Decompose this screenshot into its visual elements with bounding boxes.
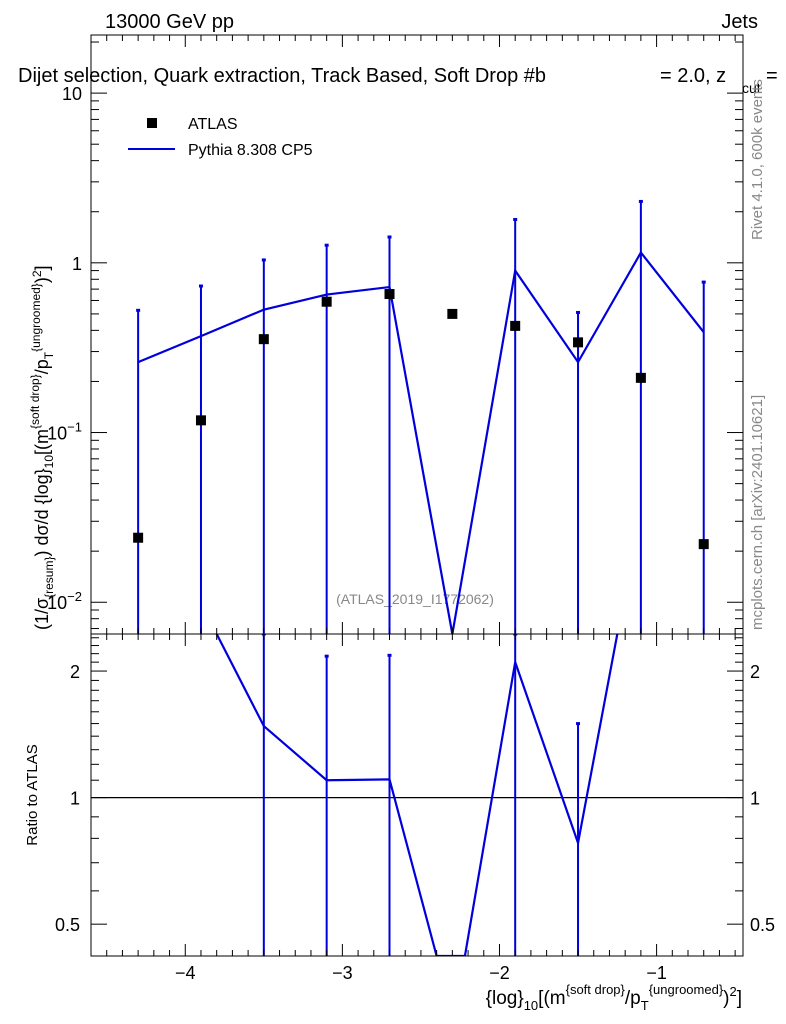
legend: ATLAS Pythia 8.308 CP5 xyxy=(128,116,313,159)
plot-title-end: = xyxy=(766,65,778,87)
atlas-point xyxy=(447,308,458,319)
main-y-label: (1/σ{resum}) dσ/d {log}10[(m{soft drop}/… xyxy=(28,265,56,630)
main-y-tick-label: 10−1 xyxy=(47,420,82,444)
energy-label: 13000 GeV pp xyxy=(105,11,234,33)
axes: −4 −3 −2 −1 10−2 10−1 1 10 0.5 0.5 1 1 2 2 xyxy=(47,34,775,983)
atlas-point xyxy=(384,289,395,300)
svg-text:(1/σ{resum}) dσ/d {log}10[(m{s: (1/σ{resum}) dσ/d {log}10[(m{soft drop}/… xyxy=(28,265,56,630)
process-label: Jets xyxy=(721,11,758,33)
ratio-y-tick-label-right: 0.5 xyxy=(750,915,775,935)
main-y-tick-label: 10 xyxy=(62,84,82,104)
x-tick-label: −3 xyxy=(332,963,353,983)
ratio-y-tick-label-right: 1 xyxy=(750,789,760,809)
legend-label-pythia: Pythia 8.308 CP5 xyxy=(188,142,313,159)
analysis-watermark: (ATLAS_2019_I1772062) xyxy=(336,591,494,607)
atlas-point xyxy=(258,334,269,345)
plot-title: Dijet selection, Quark extraction, Track… xyxy=(18,65,546,87)
x-tick-label: −1 xyxy=(646,963,667,983)
atlas-point xyxy=(133,532,144,543)
rivet-label: Rivet 4.1.0, 600k events xyxy=(749,79,766,240)
atlas-point xyxy=(573,337,584,348)
ratio-y-tick-label: 2 xyxy=(70,662,80,682)
pythia-line xyxy=(137,250,705,634)
atlas-point xyxy=(698,539,709,550)
atlas-point xyxy=(510,320,521,331)
x-tick-label: −4 xyxy=(175,963,196,983)
ratio-line xyxy=(215,634,619,956)
main-panel-marks xyxy=(133,199,709,634)
atlas-point xyxy=(321,296,332,307)
x-tick-label: −2 xyxy=(489,963,510,983)
main-y-tick-label: 10−2 xyxy=(47,589,82,613)
svg-text:{log}10[(m{soft drop}/pT{ungro: {log}10[(m{soft drop}/pT{ungroomed})2] xyxy=(486,982,742,1013)
plot-title-sub: cut xyxy=(742,80,761,96)
atlas-point xyxy=(195,415,206,426)
legend-label-atlas: ATLAS xyxy=(188,116,238,133)
plot-title-tail: = 2.0, z xyxy=(660,65,726,87)
mcplots-label: mcplots.cern.ch [arXiv:2401.10621] xyxy=(749,395,766,630)
ratio-y-label: Ratio to ATLAS xyxy=(24,744,41,845)
ratio-y-tick-label: 1 xyxy=(70,789,80,809)
legend-marker-atlas xyxy=(147,118,157,128)
atlas-point xyxy=(635,372,646,383)
ratio-y-tick-label: 0.5 xyxy=(55,915,80,935)
ratio-y-tick-label-right: 2 xyxy=(750,662,760,682)
ratio-frame xyxy=(90,633,744,957)
main-y-tick-label: 1 xyxy=(72,254,82,274)
ratio-panel-marks xyxy=(91,634,743,956)
x-axis-label: {log}10[(m{soft drop}/pT{ungroomed})2] xyxy=(486,982,742,1013)
